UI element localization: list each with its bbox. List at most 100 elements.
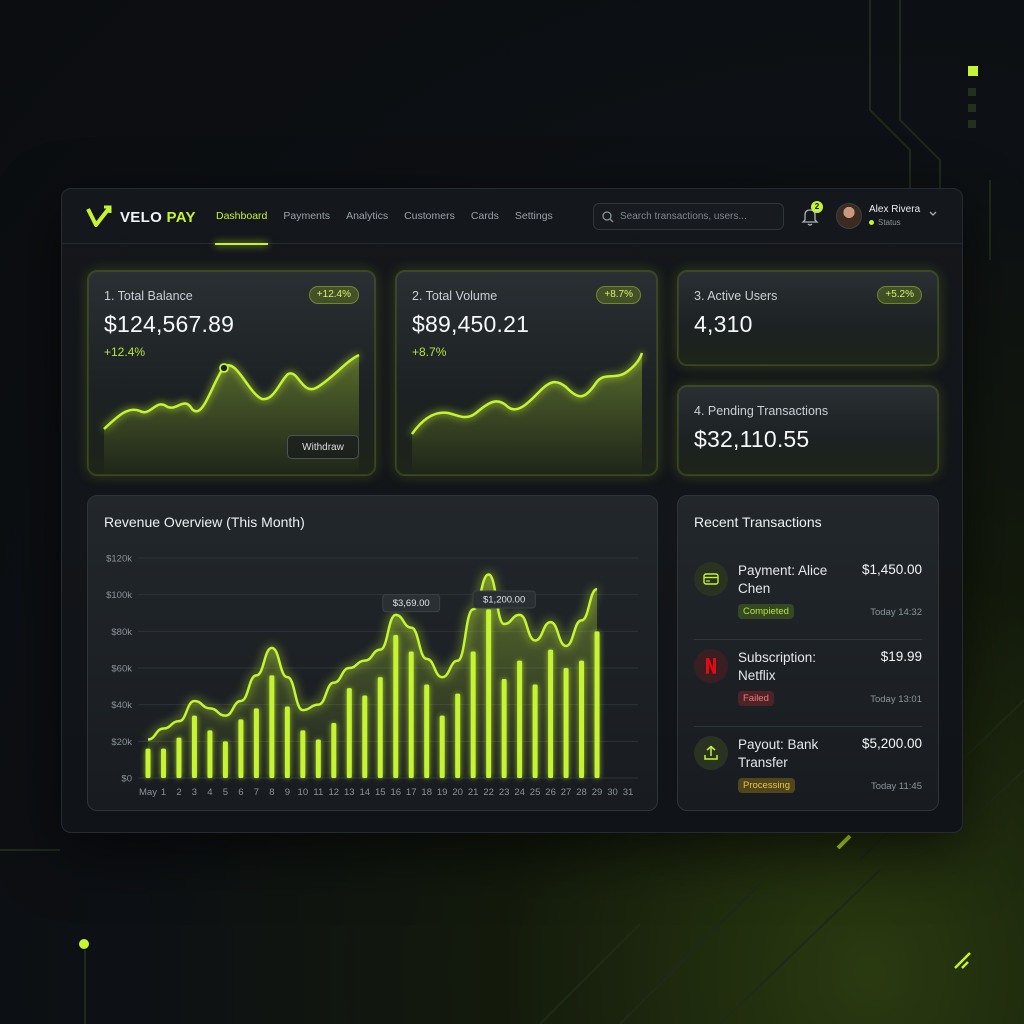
revenue-line [147,573,598,741]
y-tick-label: $20k [111,737,132,748]
revenue-bar[interactable] [579,660,585,778]
status-dot-icon [869,220,874,225]
nav-settings[interactable]: Settings [514,210,553,222]
stat-value: $89,450.21 [412,311,530,337]
revenue-bar[interactable] [408,651,414,779]
brand-logo[interactable]: VELO PAY [86,205,196,229]
y-tick-label: $40k [111,700,132,711]
transaction-row[interactable]: Payment: Alice Chen $1,450.00 Compieted … [678,554,938,640]
y-tick-label: $80k [111,627,132,638]
revenue-bar[interactable] [315,739,321,779]
x-tick-label: 21 [468,787,479,798]
revenue-bar[interactable] [269,675,275,778]
search-input[interactable] [620,211,775,222]
x-tick-label: 5 [223,787,228,798]
nav-customers[interactable]: Customers [404,210,455,222]
change-pill: +8.7% [596,286,641,304]
nav-analytics[interactable]: Analytics [346,210,389,222]
svg-text:$1,200.00: $1,200.00 [483,595,525,606]
revenue-bar[interactable] [238,719,244,778]
divider [694,726,922,727]
x-tick-label: 29 [592,787,603,798]
search-icon [602,210,614,222]
pending-transactions-card: 4. Pending Transactions $32,110.55 [677,385,939,476]
user-status-label: Status [878,218,901,227]
y-tick-label: $0 [121,774,132,785]
revenue-bar[interactable] [517,660,523,778]
revenue-bar[interactable] [191,715,197,778]
transaction-time: Today 11:45 [870,781,922,792]
x-tick-label: 23 [499,787,510,798]
status-badge: Failed [738,691,774,706]
x-tick-label: 6 [238,787,243,798]
revenue-bar[interactable] [548,649,554,778]
revenue-bar[interactable] [331,723,337,778]
stat-change: +12.4% [104,345,146,359]
revenue-bar[interactable] [439,715,445,778]
x-tick-label: 9 [285,787,290,798]
x-tick-label: 25 [530,787,541,798]
transaction-time: Today 13:01 [870,694,922,705]
revenue-bar[interactable] [253,708,259,778]
chevron-down-icon[interactable] [928,209,938,219]
x-tick-label: 2 [176,787,181,798]
transaction-amount: $5,200.00 [861,736,922,751]
x-tick-label: 19 [437,787,448,798]
y-tick-label: $60k [111,664,132,675]
revenue-bar[interactable] [160,748,166,778]
chart-tooltip: $1,200.00 [472,590,536,609]
revenue-bar[interactable] [346,688,352,778]
revenue-bar[interactable] [207,730,213,778]
revenue-bar[interactable] [455,693,461,778]
revenue-bar[interactable] [300,730,306,778]
y-tick-label: $100k [106,590,132,601]
stat-label: 4. Pending Transactions [694,404,829,418]
revenue-bar[interactable] [222,741,228,778]
revenue-bar[interactable] [594,631,600,778]
x-tick-label: 3 [192,787,197,798]
transaction-row[interactable]: Subscription: Netflix $19.99 Failed Toda… [678,641,938,727]
revenue-bar[interactable] [501,679,507,778]
top-bar: VELO PAY Dashboard Payments Analytics Cu… [62,189,962,245]
total-balance-card: 1. Total Balance $124,567.89 +12.4% +12.… [87,270,376,476]
x-tick-label: 7 [254,787,259,798]
transaction-name: Subscription: Netflix [738,650,817,683]
revenue-bar[interactable] [377,677,383,778]
nav-cards[interactable]: Cards [470,210,499,222]
revenue-bar[interactable] [176,737,182,778]
main-nav: Dashboard Payments Analytics Customers C… [215,189,554,245]
revenue-bar[interactable] [284,706,290,779]
x-tick-label: 11 [313,787,323,798]
withdraw-button[interactable]: Withdraw [287,435,359,459]
revenue-bar[interactable] [470,651,476,779]
change-pill: +5.2% [877,286,922,304]
x-tick-label: 28 [576,787,587,798]
avatar[interactable] [836,203,862,229]
transaction-name: Payment: Alice Chen [738,563,828,596]
x-tick-label: 30 [607,787,618,798]
stat-label: 1. Total Balance [104,289,193,303]
card-icon [694,562,728,596]
y-tick-label: $120k [106,554,132,565]
revenue-bar[interactable] [393,635,399,778]
x-tick-label: 4 [207,787,212,798]
x-tick-label: 10 [298,787,309,798]
netflix-icon [694,649,728,683]
transaction-name: Payout: Bank Transfer [738,737,819,770]
stat-change: +8.7% [412,345,447,359]
dashboard-window: VELO PAY Dashboard Payments Analytics Cu… [61,188,963,833]
x-tick-label: 14 [359,787,370,798]
revenue-bar[interactable] [362,695,368,779]
chart-tooltip: $3,69.00 [382,594,441,613]
bell-icon[interactable] [801,206,819,226]
search-box[interactable] [593,203,784,230]
revenue-bar[interactable] [424,684,430,779]
nav-payments[interactable]: Payments [283,210,331,222]
revenue-bar[interactable] [532,684,538,779]
revenue-bar[interactable] [486,609,492,778]
transaction-row[interactable]: Payout: Bank Transfer $5,200.00 Processi… [678,728,938,810]
active-users-card: 3. Active Users 4,310 +5.2% [677,270,939,366]
nav-dashboard[interactable]: Dashboard [215,189,269,245]
revenue-bar[interactable] [563,668,569,778]
revenue-bar[interactable] [145,748,151,778]
